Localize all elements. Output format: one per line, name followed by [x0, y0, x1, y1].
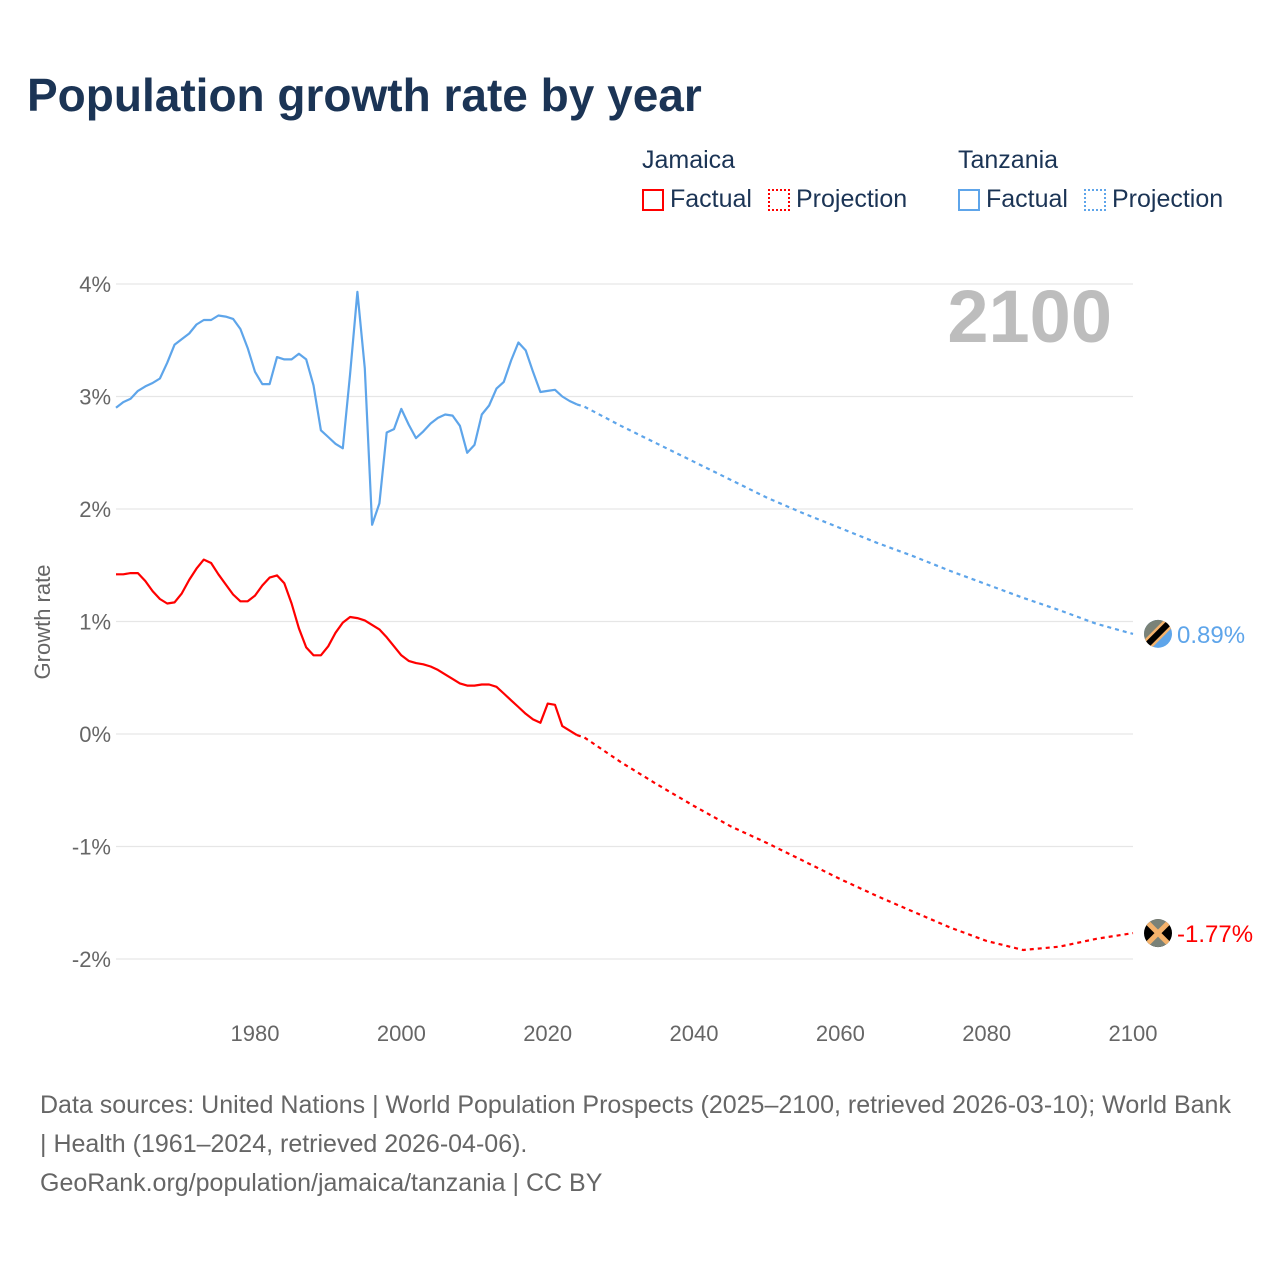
legend-tanzania: Tanzania Factual Projection	[958, 146, 1239, 214]
legend-tanzania-factual[interactable]: Factual	[958, 185, 1068, 214]
chart-area: -2% -1% 0% 1% 2% 3% 4% 1980 2000 2020 2040 2060 2080…	[30, 272, 1253, 1046]
x-tick-label: 2040	[670, 1021, 719, 1046]
y-tick-label: 1%	[79, 610, 111, 635]
x-tick-label: 2020	[523, 1021, 572, 1046]
jamaica-end-label: -1.77%	[1177, 921, 1253, 948]
legend-tanzania-projection[interactable]: Projection	[1083, 185, 1224, 214]
jamaica-flag-icon	[1144, 919, 1172, 948]
legend-group-label: Tanzania	[958, 146, 1059, 174]
x-tick-label: 2100	[1109, 1021, 1158, 1046]
y-tick-label: -2%	[72, 947, 111, 972]
legend-jamaica: Jamaica Factual Projection	[642, 146, 923, 214]
solid-swatch-icon	[642, 188, 664, 211]
credit-link[interactable]: GeoRank.org/population/jamaica/tanzania …	[40, 1169, 603, 1197]
tanzania-factual-line	[115, 290, 578, 526]
legend-label: Projection	[795, 185, 908, 213]
tanzania-end-label: 0.89%	[1177, 622, 1245, 649]
y-tick-label: 0%	[79, 722, 111, 747]
x-tick-label: 2080	[962, 1021, 1011, 1046]
solid-swatch-icon	[958, 188, 980, 211]
legend-label: Factual	[986, 185, 1068, 213]
legend-label: Projection	[1111, 185, 1224, 213]
legend-jamaica-factual[interactable]: Factual	[642, 185, 752, 214]
x-tick-label: 1980	[231, 1021, 280, 1046]
x-tick-label: 2060	[816, 1021, 865, 1046]
footer: Data sources: United Nations | World Pop…	[40, 1086, 1240, 1203]
jamaica-factual-line	[116, 558, 578, 737]
year-overlay: 2100	[947, 275, 1112, 358]
tanzania-projection-line	[576, 403, 1134, 635]
y-tick-label: -1%	[72, 835, 111, 860]
tanzania-flag-icon	[1144, 619, 1172, 648]
legend-group-label: Jamaica	[642, 146, 736, 174]
y-axis-label: Growth rate	[30, 565, 55, 680]
jamaica-projection-line	[576, 734, 1134, 952]
data-sources: Data sources: United Nations | World Pop…	[40, 1091, 1231, 1158]
legend-label: Factual	[670, 185, 752, 213]
x-tick-label: 2000	[377, 1021, 426, 1046]
dotted-swatch-icon	[1083, 188, 1106, 211]
y-tick-label: 3%	[79, 385, 111, 410]
y-tick-label: 2%	[79, 497, 111, 522]
legend-jamaica-projection[interactable]: Projection	[767, 185, 908, 214]
dotted-swatch-icon	[767, 188, 790, 211]
chart-title: Population growth rate by year	[27, 69, 702, 121]
y-tick-label: 4%	[79, 272, 111, 297]
